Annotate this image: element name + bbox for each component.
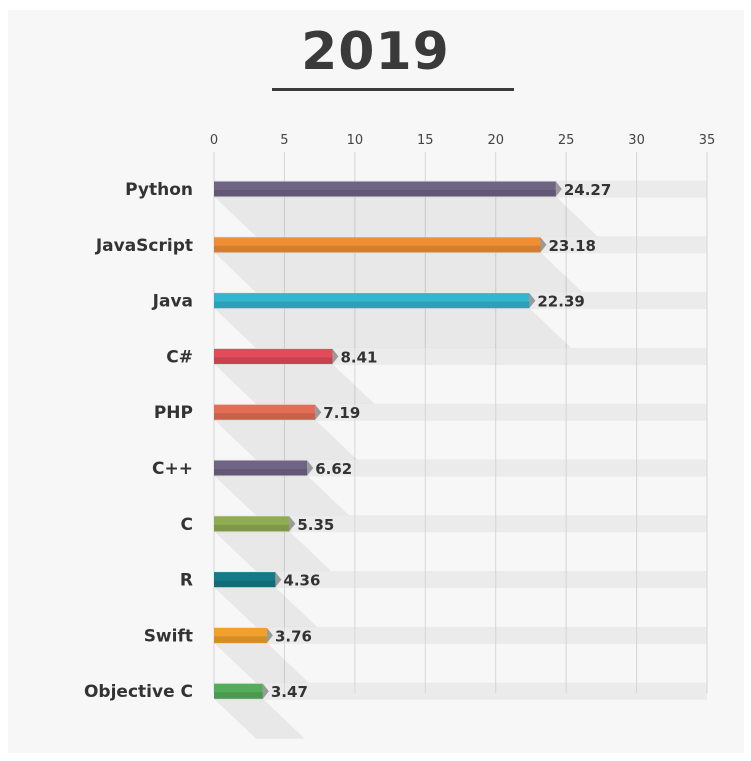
bar-bevel [214, 580, 276, 588]
category-label: C# [166, 347, 193, 367]
bar-bevel [214, 524, 290, 532]
category-label: C [181, 515, 193, 535]
bar-shadow [214, 196, 598, 237]
value-label: 6.62 [315, 460, 352, 478]
value-label: 5.35 [297, 516, 334, 534]
bar-bevel [214, 245, 541, 253]
bar-track [214, 403, 707, 421]
title-underline [272, 88, 514, 91]
bar-shadow [214, 252, 583, 293]
category-label: Objective C [84, 682, 193, 702]
bar-track [214, 347, 707, 365]
category-label: Python [125, 180, 193, 200]
category-labels: Python JavaScript Java C# PHP C++ C R Swift Objec… [84, 180, 193, 702]
bar-bevel [214, 636, 267, 643]
value-label: 8.41 [340, 348, 377, 366]
bar-shadows [214, 196, 598, 739]
bar-bevel [214, 692, 263, 699]
bar-cap [275, 572, 282, 588]
bar-shadow [214, 587, 318, 628]
chart-title: 2019 [301, 22, 450, 82]
value-label: 3.76 [275, 627, 312, 645]
bar-shadow [214, 419, 358, 460]
x-tick-label: 20 [487, 133, 504, 148]
bar-cap [332, 348, 339, 364]
bar-track [214, 515, 707, 533]
value-labels: 24.27 23.18 22.39 8.41 7.19 6.62 5.35 4.36 3.76 3… [271, 181, 611, 701]
x-tick-label: 15 [417, 133, 434, 148]
bars [214, 181, 562, 699]
bar-bevel [214, 301, 530, 309]
value-label: 23.18 [549, 237, 596, 255]
value-label: 7.19 [323, 404, 360, 422]
bar-cap [540, 237, 547, 253]
category-label: C++ [152, 459, 193, 479]
x-tick-label: 30 [628, 133, 645, 148]
bar-bevel [214, 469, 308, 476]
bar-shadow [214, 308, 572, 349]
bar-shadow [214, 698, 305, 739]
bar-track [214, 682, 707, 700]
category-label: JavaScript [95, 236, 193, 256]
bar-shadow [214, 531, 332, 572]
category-label: PHP [154, 403, 193, 423]
bar-shadow [214, 642, 309, 683]
x-tick-label: 25 [558, 133, 575, 148]
x-tick-label: 10 [347, 133, 364, 148]
bar-cap [262, 683, 269, 699]
x-tick-label: 5 [280, 133, 288, 148]
bar-bevel [214, 357, 333, 364]
x-tick-label: 35 [699, 133, 716, 148]
bar-cap [266, 627, 273, 643]
value-label: 22.39 [537, 293, 584, 311]
value-label: 3.47 [271, 683, 308, 701]
category-label: Java [152, 292, 193, 312]
bar-cap [315, 404, 322, 420]
bar-track [214, 459, 707, 477]
bar-shadow [214, 363, 375, 404]
bar-bevel [214, 190, 556, 197]
category-label: Swift [144, 626, 193, 646]
x-axis-ticks: 0 5 10 15 20 25 30 35 [210, 133, 715, 148]
bar-cap [289, 516, 296, 532]
bar-track [214, 571, 707, 589]
bar-cap [555, 181, 562, 197]
bar-shadow [214, 475, 350, 516]
category-label: R [180, 571, 193, 591]
x-tick-label: 0 [210, 133, 218, 148]
value-label: 4.36 [283, 572, 320, 590]
bar-track [214, 626, 707, 644]
bar-cap [529, 293, 536, 309]
value-label: 24.27 [564, 181, 611, 199]
bar-bevel [214, 413, 316, 420]
bar-cap [307, 460, 314, 476]
